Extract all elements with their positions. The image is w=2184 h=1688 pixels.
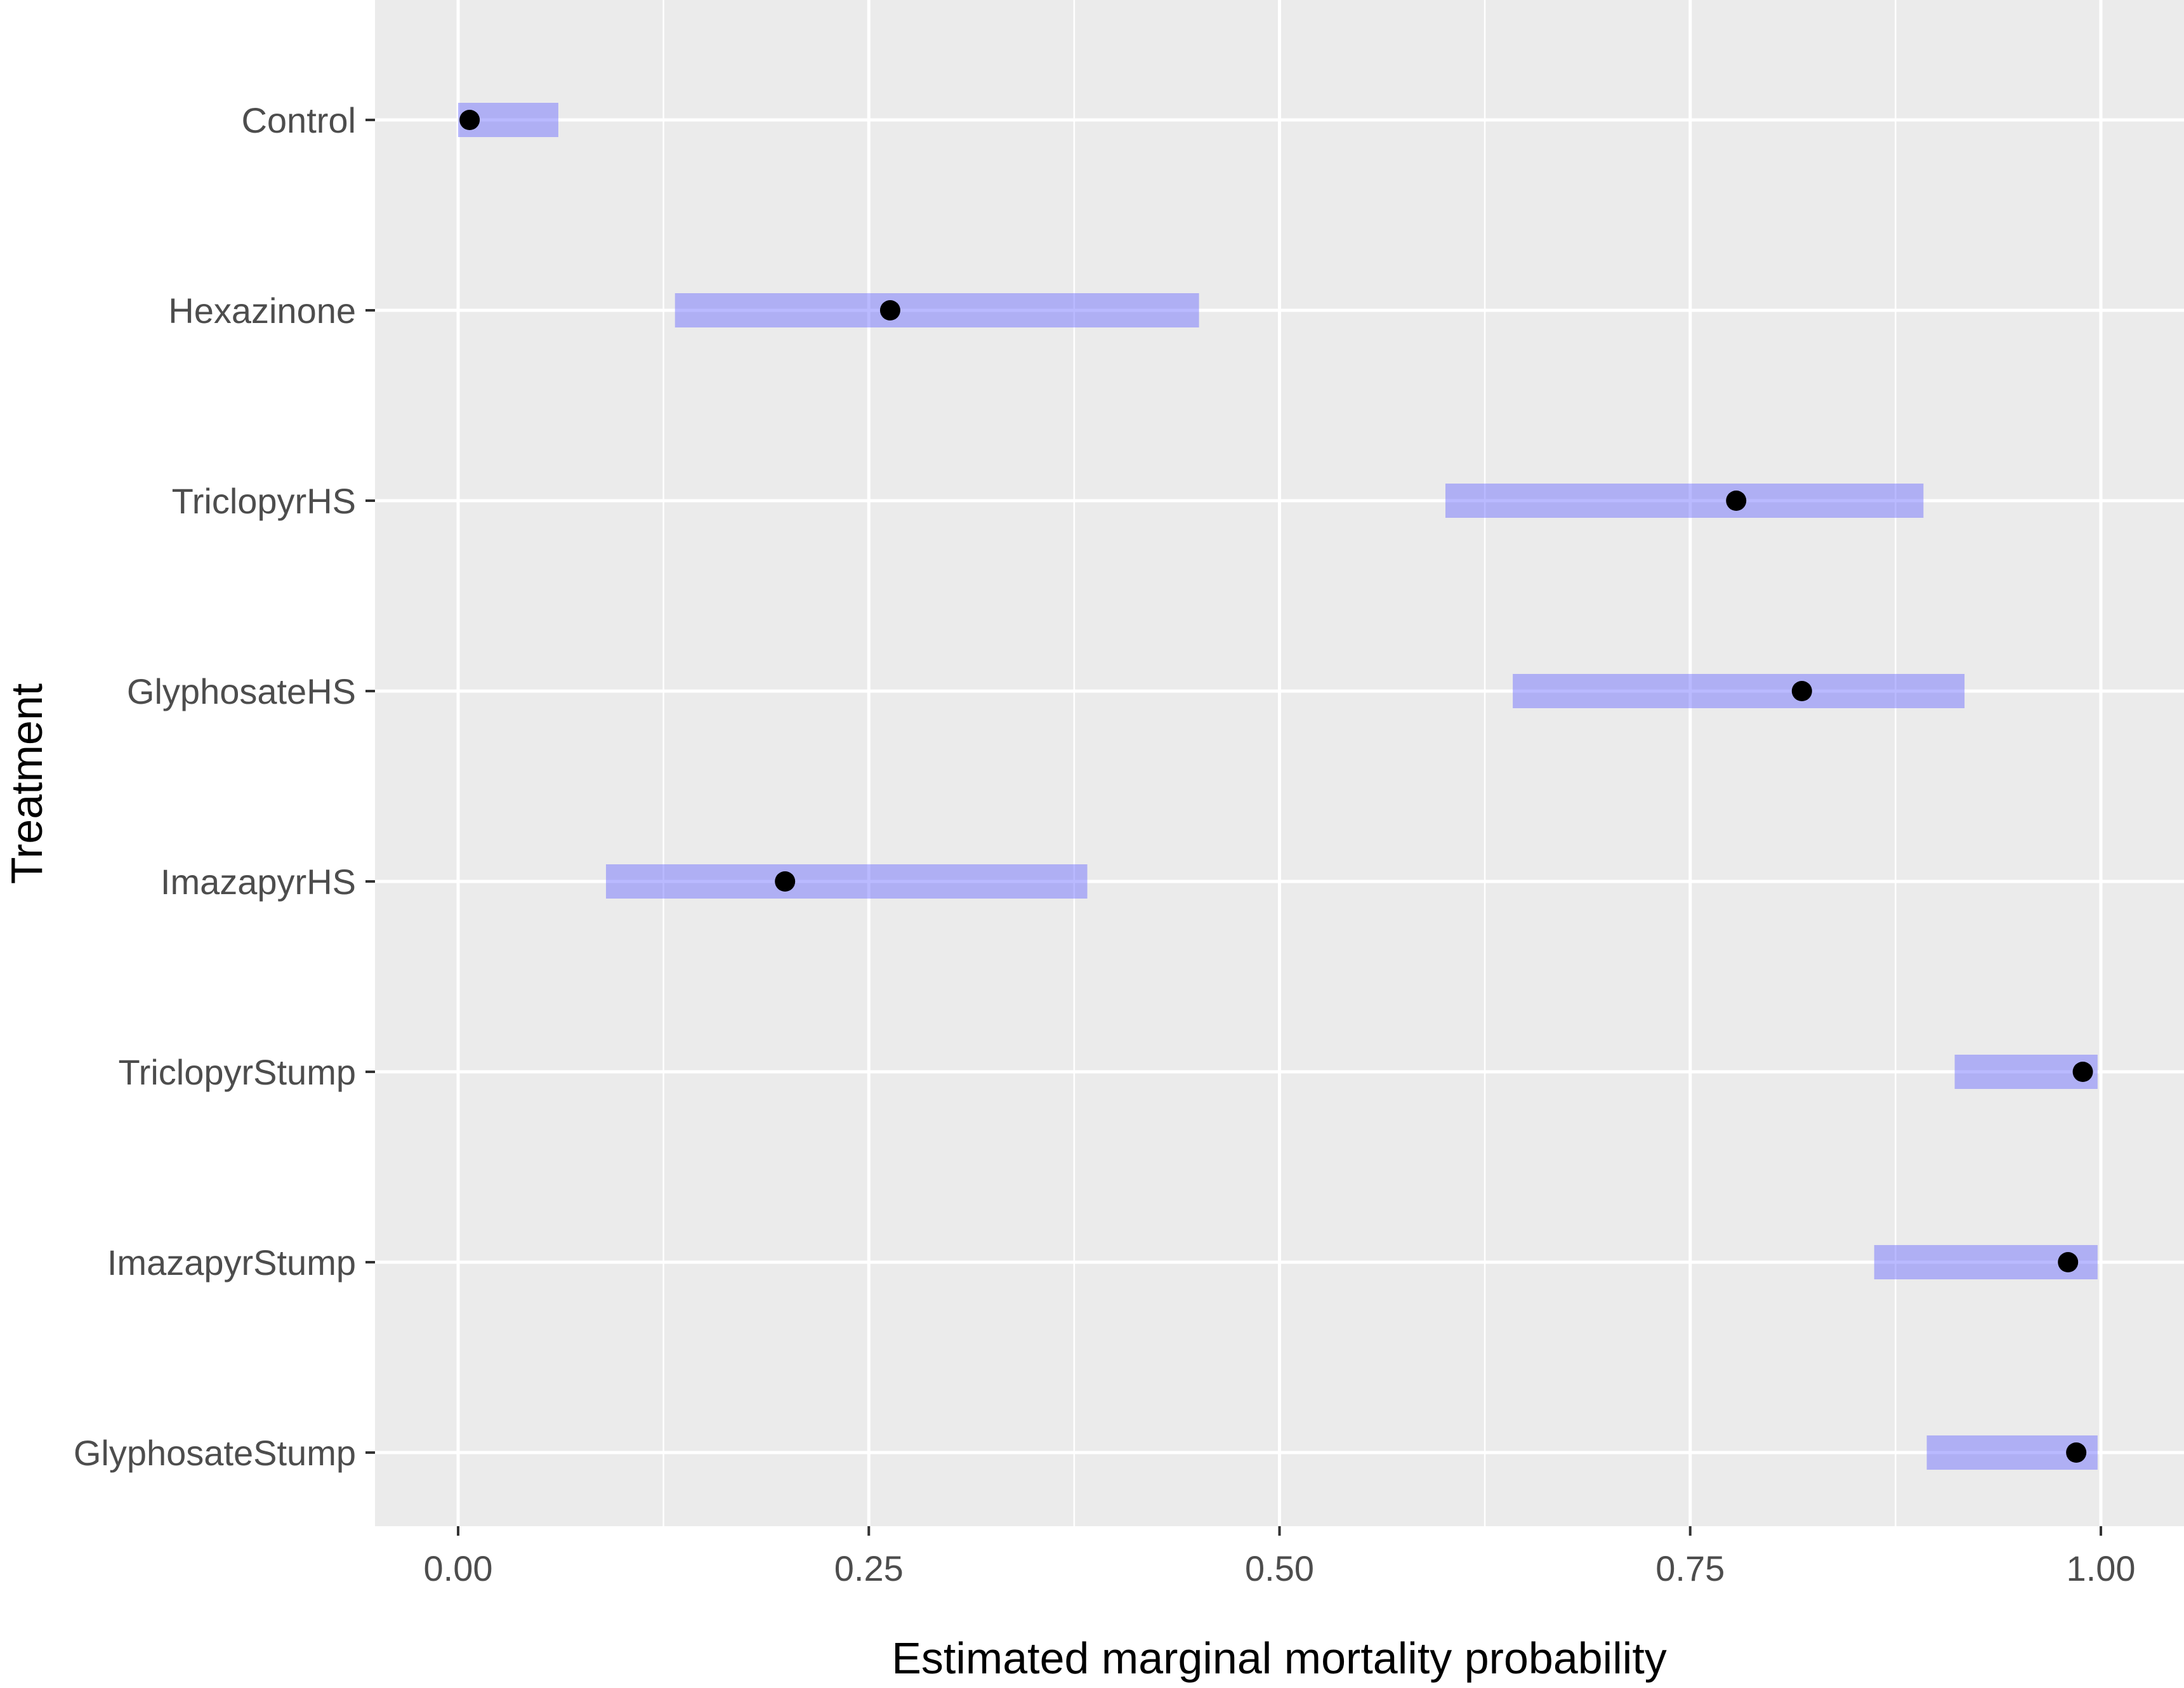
y-axis-ticks: Control Hexazinone TriclopyrHS GlyphosateHS…: [74, 100, 375, 1473]
estimate-point: [879, 300, 900, 320]
estimate-point: [775, 871, 796, 892]
major-gridlines: [375, 0, 2184, 1526]
estimate-point: [2072, 1062, 2093, 1082]
y-tick-label: TriclopyrStump: [119, 1052, 356, 1092]
y-axis-title: Treatment: [2, 683, 51, 884]
x-axis-title: Estimated marginal mortality probability: [891, 1633, 1667, 1683]
interval-bar: [674, 293, 1199, 327]
estimate-points: [459, 110, 2093, 1463]
y-tick-label: GlyphosateStump: [74, 1433, 356, 1473]
interval-bar: [1513, 674, 1965, 708]
y-tick-label: GlyphosateHS: [127, 671, 356, 711]
y-tick-label: Control: [241, 100, 356, 140]
x-tick-label: 1.00: [2067, 1548, 2136, 1588]
estimate-point: [459, 110, 480, 130]
y-tick-label: ImazapyrStump: [107, 1243, 356, 1282]
y-tick-label: Hexazinone: [168, 291, 356, 331]
x-tick-label: 0.50: [1245, 1548, 1314, 1588]
confidence-intervals: [458, 103, 2098, 1470]
x-tick-label: 0.75: [1655, 1548, 1725, 1588]
estimate-point: [1791, 681, 1812, 701]
minor-gridlines: [662, 0, 1897, 1526]
estimate-point: [2066, 1442, 2087, 1463]
interval-bar: [606, 864, 1088, 899]
estimate-point: [1726, 491, 1747, 511]
x-tick-label: 0.25: [834, 1548, 904, 1588]
y-tick-label: TriclopyrHS: [172, 481, 356, 521]
estimate-point: [2058, 1252, 2079, 1272]
x-tick-label: 0.00: [424, 1548, 493, 1588]
x-axis-ticks: 0.00 0.25 0.50 0.75 1.00: [424, 1526, 2136, 1588]
y-tick-label: ImazapyrHS: [161, 862, 356, 902]
interval-bar: [1445, 484, 1924, 518]
